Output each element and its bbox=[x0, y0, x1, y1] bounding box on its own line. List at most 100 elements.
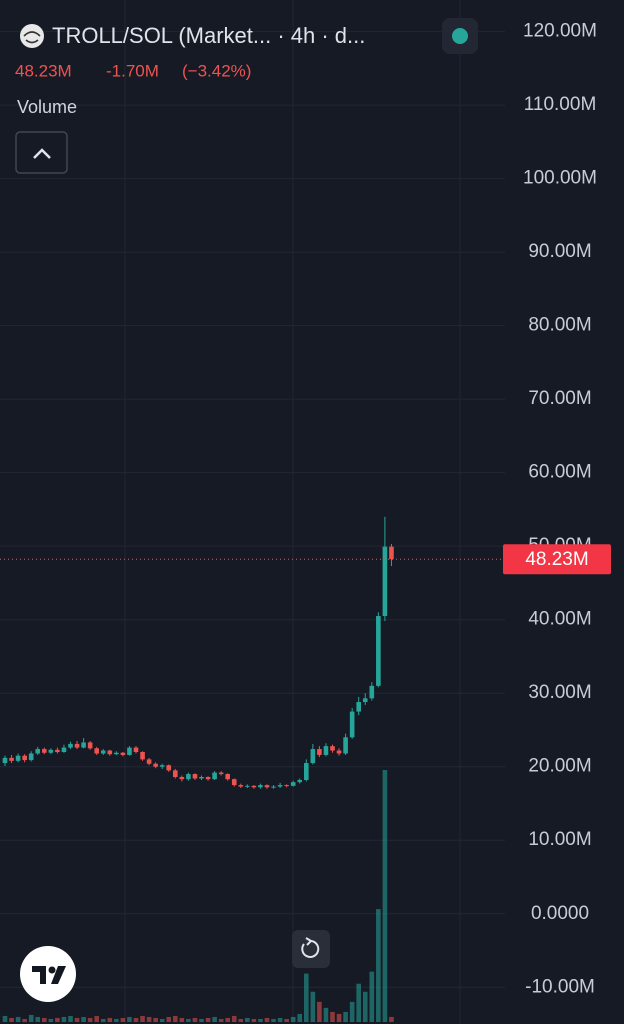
candle-body bbox=[264, 785, 270, 788]
candle-body bbox=[166, 765, 172, 771]
volume-bar bbox=[87, 1017, 93, 1022]
candle-body bbox=[271, 786, 276, 788]
volume-bar bbox=[146, 1016, 152, 1022]
y-tick-label: -10.00M bbox=[525, 976, 595, 997]
volume-bar bbox=[251, 1018, 257, 1022]
candle-body bbox=[382, 546, 388, 617]
candle-body bbox=[356, 702, 361, 712]
volume-bar bbox=[356, 983, 361, 1022]
volume-bar bbox=[28, 1014, 34, 1022]
candle-body bbox=[186, 774, 191, 780]
volume-bar bbox=[297, 1013, 303, 1022]
candle-body bbox=[225, 774, 230, 780]
volume-bar bbox=[369, 971, 375, 1022]
volume-bar bbox=[225, 1017, 230, 1022]
y-tick-label: 100.00M bbox=[523, 168, 597, 189]
volume-bar bbox=[389, 1016, 394, 1022]
grid bbox=[0, 31, 505, 988]
volume-bar bbox=[48, 1018, 54, 1022]
volume-bar bbox=[304, 973, 309, 1022]
candle-body bbox=[258, 785, 263, 788]
volume-bar bbox=[133, 1017, 139, 1022]
y-tick-label: 110.00M bbox=[524, 94, 597, 115]
volume-bar bbox=[231, 1015, 237, 1022]
candle-body bbox=[22, 755, 27, 761]
volume-bar bbox=[330, 1011, 335, 1022]
collapse-button[interactable] bbox=[15, 131, 68, 174]
candle-body bbox=[114, 752, 119, 755]
candle-body bbox=[28, 753, 34, 761]
volume-bar bbox=[218, 1018, 224, 1022]
volume-bar bbox=[55, 1017, 60, 1022]
candle-body bbox=[369, 685, 375, 699]
candle-body bbox=[389, 546, 394, 560]
candle-body bbox=[212, 772, 217, 780]
volume-bar bbox=[310, 991, 316, 1022]
volume-bar bbox=[107, 1017, 113, 1022]
candle-body bbox=[304, 763, 309, 780]
status-button[interactable] bbox=[442, 18, 478, 54]
volume-bar bbox=[159, 1018, 165, 1022]
candle-body bbox=[245, 785, 250, 787]
volume-bar bbox=[277, 1017, 283, 1022]
volume-bar bbox=[343, 1011, 348, 1022]
volume-bar bbox=[42, 1017, 47, 1022]
volume-bar bbox=[9, 1017, 14, 1022]
volume-bar bbox=[127, 1016, 132, 1022]
reset-button[interactable] bbox=[292, 930, 330, 968]
candle-body bbox=[310, 749, 316, 764]
candle-body bbox=[192, 774, 198, 779]
volume-bar bbox=[153, 1017, 158, 1022]
price-axis: 120.00M 110.00M 100.00M 90.00M 80.00M 70.00M 6… bbox=[523, 21, 597, 998]
candle-body bbox=[9, 757, 14, 761]
candle-body bbox=[48, 749, 54, 753]
candles bbox=[2, 516, 394, 789]
candle-body bbox=[133, 747, 139, 753]
volume-bar bbox=[362, 991, 368, 1022]
overlay: 48.23M bbox=[0, 544, 611, 575]
volume-bar bbox=[120, 1017, 126, 1022]
candle-body bbox=[120, 752, 126, 755]
candle-body bbox=[323, 746, 329, 755]
candle-body bbox=[336, 750, 342, 754]
candle-body bbox=[61, 747, 67, 753]
volume-bar bbox=[2, 1015, 8, 1022]
tradingview-logo[interactable] bbox=[20, 946, 76, 1002]
volume-bar bbox=[35, 1016, 41, 1022]
candle-body bbox=[290, 782, 296, 786]
volume-bar bbox=[68, 1015, 73, 1022]
candle-body bbox=[277, 785, 283, 787]
y-tick-label: 60.00M bbox=[528, 462, 591, 483]
volume-bar bbox=[61, 1016, 67, 1022]
candle-body bbox=[81, 742, 86, 748]
volume-bar bbox=[271, 1018, 276, 1022]
candle-body bbox=[100, 750, 106, 754]
volume-bar bbox=[264, 1017, 270, 1022]
candle-body bbox=[330, 746, 335, 751]
price-change-percent: (−3.42%) bbox=[182, 61, 251, 80]
candle-body bbox=[146, 759, 152, 764]
candle-body bbox=[153, 763, 158, 767]
candle-body bbox=[74, 743, 80, 748]
candle-body bbox=[173, 770, 178, 778]
volume-bar bbox=[140, 1015, 145, 1022]
volume-bar bbox=[179, 1017, 185, 1022]
volume-bar bbox=[323, 1007, 329, 1022]
candle-body bbox=[343, 737, 348, 754]
candle-body bbox=[42, 749, 47, 753]
volume-bar bbox=[205, 1017, 211, 1022]
y-tick-label: 40.00M bbox=[528, 609, 591, 630]
y-tick-label: 70.00M bbox=[528, 388, 591, 409]
volume-bar bbox=[74, 1017, 80, 1022]
volume-bar bbox=[212, 1016, 217, 1022]
candle-body bbox=[2, 757, 8, 764]
volume-bar bbox=[336, 1013, 342, 1022]
candle-body bbox=[284, 785, 289, 787]
candle-body bbox=[94, 748, 99, 754]
candle-body bbox=[317, 749, 322, 755]
symbol-icon bbox=[20, 24, 44, 48]
candle-body bbox=[107, 750, 113, 755]
